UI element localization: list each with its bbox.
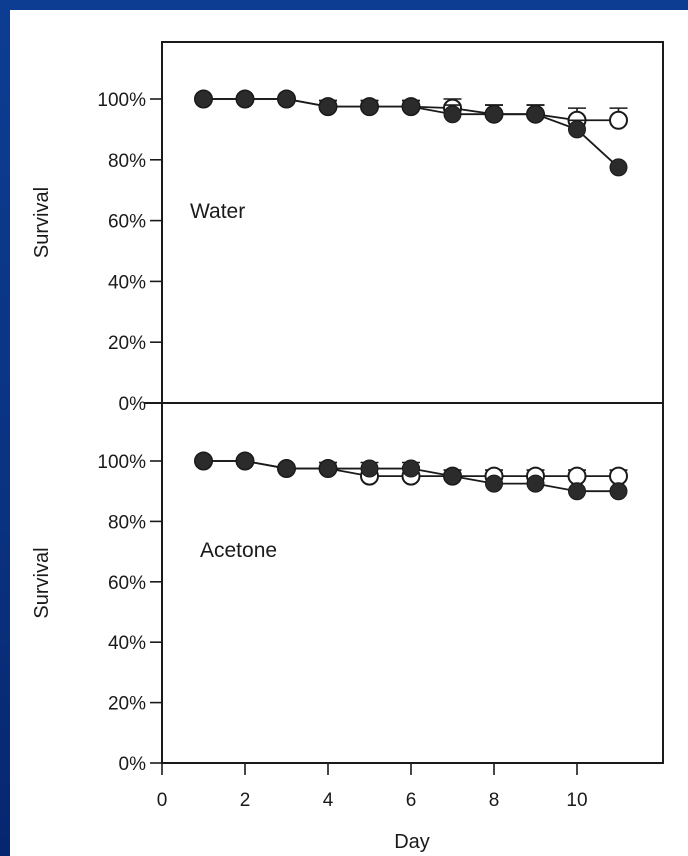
x-tick-label: 8	[489, 790, 500, 811]
data-point-filled	[360, 97, 379, 116]
data-point-filled	[236, 90, 254, 108]
data-point-filled	[609, 482, 628, 501]
data-point-filled	[443, 105, 462, 124]
y-tick-label: 40%	[108, 633, 146, 654]
y-tick-label: 0%	[119, 754, 147, 775]
y-tick-label: 20%	[108, 694, 146, 715]
panel-label: Water	[190, 200, 245, 223]
data-point-filled	[236, 452, 254, 470]
data-point-open	[567, 466, 587, 486]
data-point-filled	[194, 90, 213, 108]
x-tick-label: 2	[240, 790, 251, 811]
data-point-filled	[402, 459, 420, 478]
x-tick-label: 10	[566, 790, 587, 811]
y-tick-label: 100%	[97, 90, 146, 111]
data-point-filled	[568, 482, 586, 501]
x-tick-label: 4	[323, 790, 334, 811]
data-point-filled	[443, 467, 462, 486]
data-point-filled	[194, 452, 213, 470]
y-tick-label: 0%	[119, 394, 147, 415]
y-tick-label: 60%	[108, 573, 146, 594]
data-point-open	[609, 110, 628, 130]
data-point-filled	[319, 97, 337, 116]
data-point-filled	[402, 97, 420, 116]
data-point-filled	[360, 459, 379, 478]
data-point-filled	[526, 105, 545, 124]
panel-label: Acetone	[200, 539, 277, 562]
data-point-open	[609, 466, 628, 486]
y-tick-label: 100%	[97, 452, 146, 473]
figure-panel	[10, 10, 688, 856]
x-axis-title: Day	[394, 831, 430, 853]
y-tick-label: 40%	[108, 272, 146, 293]
data-point-filled	[277, 90, 296, 108]
data-point-filled	[485, 474, 503, 493]
x-tick-label: 6	[406, 790, 417, 811]
y-tick-label: 80%	[108, 151, 146, 172]
y-axis-title: Survival	[31, 547, 53, 618]
data-point-filled	[319, 459, 337, 478]
y-tick-label: 80%	[108, 512, 146, 533]
data-point-filled	[609, 158, 628, 177]
x-tick-label: 0	[157, 790, 168, 811]
data-point-filled	[277, 459, 296, 478]
y-axis-title: Survival	[31, 187, 53, 258]
y-tick-label: 20%	[108, 333, 146, 354]
data-point-filled	[568, 120, 586, 139]
y-tick-label: 60%	[108, 212, 146, 233]
data-point-filled	[485, 105, 503, 124]
data-point-filled	[526, 474, 545, 493]
